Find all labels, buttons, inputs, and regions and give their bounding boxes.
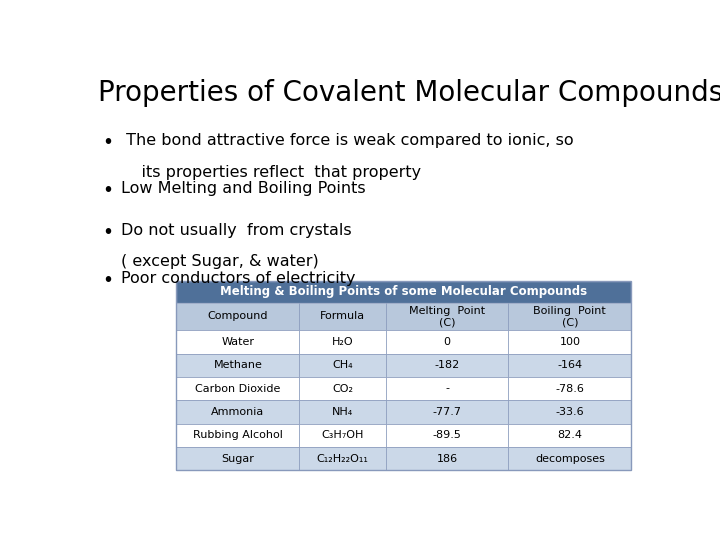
FancyBboxPatch shape	[386, 400, 508, 423]
Text: -77.7: -77.7	[433, 407, 462, 417]
FancyBboxPatch shape	[386, 377, 508, 400]
Text: CH₄: CH₄	[332, 360, 353, 370]
Text: The bond attractive force is weak compared to ionic, so: The bond attractive force is weak compar…	[121, 133, 573, 148]
Text: Compound: Compound	[207, 312, 268, 321]
Text: ( except Sugar, & water): ( except Sugar, & water)	[121, 254, 318, 269]
FancyBboxPatch shape	[508, 447, 631, 470]
FancyBboxPatch shape	[508, 423, 631, 447]
Text: Melting  Point
(C): Melting Point (C)	[409, 306, 485, 327]
Text: •: •	[102, 271, 114, 289]
Text: Carbon Dioxide: Carbon Dioxide	[195, 383, 281, 394]
FancyBboxPatch shape	[300, 377, 386, 400]
FancyBboxPatch shape	[300, 400, 386, 423]
Text: •: •	[102, 181, 114, 200]
FancyBboxPatch shape	[386, 303, 508, 330]
Text: Water: Water	[221, 337, 254, 347]
Text: Low Melting and Boiling Points: Low Melting and Boiling Points	[121, 181, 365, 196]
FancyBboxPatch shape	[176, 303, 300, 330]
FancyBboxPatch shape	[386, 423, 508, 447]
Text: -164: -164	[557, 360, 582, 370]
FancyBboxPatch shape	[386, 447, 508, 470]
FancyBboxPatch shape	[176, 423, 300, 447]
FancyBboxPatch shape	[508, 377, 631, 400]
Text: 100: 100	[559, 337, 580, 347]
FancyBboxPatch shape	[176, 354, 300, 377]
Text: H₂O: H₂O	[332, 337, 354, 347]
FancyBboxPatch shape	[300, 303, 386, 330]
FancyBboxPatch shape	[176, 447, 300, 470]
FancyBboxPatch shape	[300, 447, 386, 470]
FancyBboxPatch shape	[508, 330, 631, 354]
Text: Do not usually  from crystals: Do not usually from crystals	[121, 223, 351, 238]
Text: 186: 186	[436, 454, 458, 463]
FancyBboxPatch shape	[508, 400, 631, 423]
FancyBboxPatch shape	[176, 330, 300, 354]
FancyBboxPatch shape	[386, 354, 508, 377]
Text: Melting & Boiling Points of some Molecular Compounds: Melting & Boiling Points of some Molecul…	[220, 286, 588, 299]
FancyBboxPatch shape	[176, 281, 631, 303]
FancyBboxPatch shape	[386, 330, 508, 354]
Text: -182: -182	[434, 360, 459, 370]
Text: Methane: Methane	[213, 360, 262, 370]
FancyBboxPatch shape	[300, 354, 386, 377]
FancyBboxPatch shape	[176, 377, 300, 400]
FancyBboxPatch shape	[508, 354, 631, 377]
Text: Sugar: Sugar	[222, 454, 254, 463]
Text: C₁₂H₂₂O₁₁: C₁₂H₂₂O₁₁	[317, 454, 369, 463]
Text: NH₄: NH₄	[332, 407, 353, 417]
Text: C₃H₇OH: C₃H₇OH	[321, 430, 364, 440]
Text: Boiling  Point
(C): Boiling Point (C)	[534, 306, 606, 327]
Text: -33.6: -33.6	[556, 407, 584, 417]
Text: its properties reflect  that property: its properties reflect that property	[121, 165, 420, 180]
Text: CO₂: CO₂	[332, 383, 353, 394]
Text: Rubbing Alcohol: Rubbing Alcohol	[193, 430, 283, 440]
Text: -: -	[445, 383, 449, 394]
FancyBboxPatch shape	[300, 423, 386, 447]
Text: •: •	[102, 223, 114, 242]
FancyBboxPatch shape	[508, 303, 631, 330]
Text: Poor conductors of electricity: Poor conductors of electricity	[121, 271, 355, 286]
FancyBboxPatch shape	[300, 330, 386, 354]
Text: •: •	[102, 133, 114, 152]
Text: 0: 0	[444, 337, 451, 347]
Text: decomposes: decomposes	[535, 454, 605, 463]
Text: 82.4: 82.4	[557, 430, 582, 440]
FancyBboxPatch shape	[176, 400, 300, 423]
Text: -89.5: -89.5	[433, 430, 462, 440]
Text: Formula: Formula	[320, 312, 365, 321]
Text: Properties of Covalent Molecular Compounds: Properties of Covalent Molecular Compoun…	[98, 79, 720, 107]
Text: -78.6: -78.6	[555, 383, 585, 394]
Text: Ammonia: Ammonia	[211, 407, 264, 417]
